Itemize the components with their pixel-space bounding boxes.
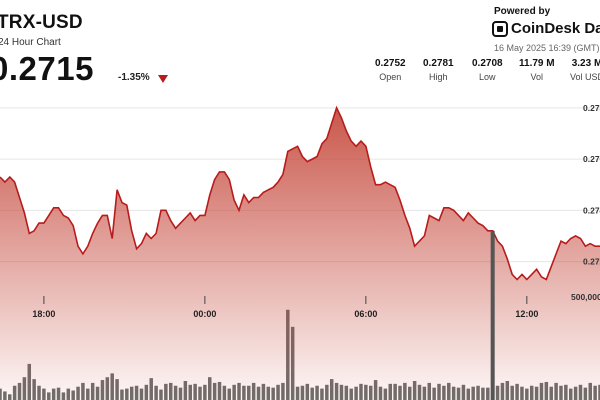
powered-by-label: Powered by bbox=[494, 6, 551, 17]
current-time-marker bbox=[490, 230, 495, 400]
triangle-down-icon bbox=[158, 75, 168, 83]
stat-value: 11.79 M bbox=[519, 58, 555, 69]
stat-high: 0.2781 High bbox=[423, 58, 454, 82]
x-axis-ticks: 18:00 00:00 06:00 12:00 bbox=[32, 296, 538, 319]
stat-open: 0.2752 Open bbox=[375, 58, 406, 82]
volume-tick-label: 500,000 bbox=[571, 292, 600, 302]
timestamp: 16 May 2025 16:39 (GMT) bbox=[494, 43, 600, 53]
price-area bbox=[0, 107, 600, 400]
price-line bbox=[0, 105, 600, 281]
brand-name[interactable]: CoinDesk Data bbox=[511, 20, 600, 37]
stat-label: Low bbox=[479, 72, 496, 82]
stat-value: 3.23 M bbox=[571, 58, 600, 69]
y-tick-label: 0.2720 bbox=[583, 257, 600, 267]
current-price: 0.2715 bbox=[0, 50, 94, 87]
stat-label: Vol bbox=[530, 72, 544, 82]
stat-low: 0.2708 Low bbox=[472, 58, 503, 82]
chart-subtitle: 24 Hour Chart bbox=[0, 37, 61, 48]
stat-volume-usd: 3.23 M Vol USD bbox=[570, 58, 600, 82]
stat-volume: 11.79 M Vol bbox=[519, 58, 555, 82]
x-tick-label: 18:00 bbox=[32, 309, 55, 319]
coindesk-logo-icon bbox=[492, 21, 508, 37]
stat-label: High bbox=[429, 72, 448, 82]
stat-value: 0.2781 bbox=[423, 58, 454, 69]
x-tick-label: 00:00 bbox=[193, 309, 216, 319]
y-axis-ticks: 0.2780 0.2760 0.2740 0.2720 500,000 bbox=[571, 103, 600, 302]
symbol-title: TRX-USD bbox=[0, 12, 83, 33]
x-tick-label: 06:00 bbox=[354, 309, 377, 319]
y-tick-label: 0.2780 bbox=[583, 103, 600, 113]
y-tick-label: 0.2760 bbox=[583, 154, 600, 164]
stat-label: Vol USD bbox=[570, 72, 600, 82]
price-change: -1.35% bbox=[118, 72, 150, 83]
y-tick-label: 0.2740 bbox=[583, 205, 600, 215]
stat-value: 0.2708 bbox=[472, 58, 503, 69]
stat-label: Open bbox=[379, 72, 402, 82]
x-tick-label: 12:00 bbox=[515, 309, 538, 319]
stat-value: 0.2752 bbox=[375, 58, 406, 69]
